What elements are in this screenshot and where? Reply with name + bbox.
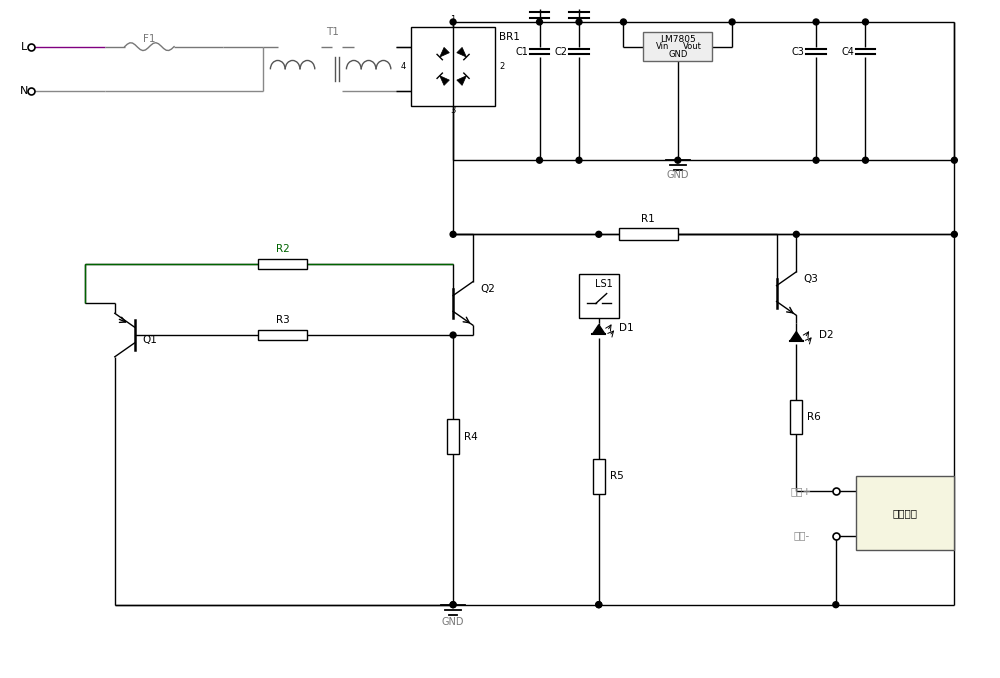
Circle shape bbox=[537, 19, 542, 25]
Text: C3: C3 bbox=[792, 47, 805, 56]
Circle shape bbox=[951, 231, 957, 237]
Circle shape bbox=[450, 602, 456, 607]
Circle shape bbox=[576, 157, 582, 163]
Text: Q2: Q2 bbox=[480, 283, 495, 294]
Text: N: N bbox=[20, 86, 28, 96]
Text: R6: R6 bbox=[807, 412, 821, 422]
Circle shape bbox=[833, 602, 839, 607]
Bar bbox=[643, 32, 712, 62]
Bar bbox=[856, 476, 954, 551]
Text: T1: T1 bbox=[326, 27, 339, 37]
Circle shape bbox=[537, 157, 542, 163]
Bar bbox=[579, 274, 619, 318]
Text: R5: R5 bbox=[610, 471, 623, 481]
Bar bbox=[593, 459, 605, 494]
Bar bbox=[619, 228, 678, 240]
Circle shape bbox=[576, 19, 582, 25]
Text: 1: 1 bbox=[450, 16, 456, 24]
Text: F1: F1 bbox=[143, 34, 156, 44]
Circle shape bbox=[450, 602, 456, 607]
Circle shape bbox=[596, 602, 602, 607]
Bar bbox=[411, 27, 495, 106]
Text: C1: C1 bbox=[515, 47, 528, 56]
Circle shape bbox=[862, 19, 868, 25]
Text: GND: GND bbox=[442, 618, 464, 627]
Text: 输出+: 输出+ bbox=[791, 486, 812, 496]
Bar bbox=[447, 420, 459, 454]
Polygon shape bbox=[440, 47, 449, 57]
Circle shape bbox=[450, 332, 456, 338]
Text: BR1: BR1 bbox=[499, 32, 520, 42]
Text: Q1: Q1 bbox=[142, 335, 157, 345]
Text: LS1: LS1 bbox=[595, 279, 613, 289]
Text: R3: R3 bbox=[276, 315, 290, 325]
Text: 输出-: 输出- bbox=[793, 531, 809, 540]
Text: D2: D2 bbox=[819, 330, 833, 340]
Text: R1: R1 bbox=[641, 214, 655, 224]
Text: 2: 2 bbox=[499, 62, 505, 71]
Polygon shape bbox=[440, 76, 449, 85]
Text: L: L bbox=[21, 41, 27, 52]
Circle shape bbox=[729, 19, 735, 25]
Bar bbox=[258, 258, 307, 269]
Text: C2: C2 bbox=[555, 47, 568, 56]
Circle shape bbox=[793, 231, 799, 237]
Circle shape bbox=[675, 157, 681, 163]
Polygon shape bbox=[457, 47, 466, 57]
Circle shape bbox=[596, 231, 602, 237]
Polygon shape bbox=[790, 332, 803, 341]
Text: R4: R4 bbox=[464, 432, 478, 442]
Polygon shape bbox=[592, 325, 605, 334]
Text: D1: D1 bbox=[619, 323, 634, 333]
Circle shape bbox=[862, 157, 868, 163]
Circle shape bbox=[450, 19, 456, 25]
Circle shape bbox=[621, 19, 626, 25]
Text: GND: GND bbox=[667, 170, 689, 180]
Text: LM7805: LM7805 bbox=[660, 35, 696, 44]
Bar bbox=[258, 330, 307, 340]
Text: Vout: Vout bbox=[683, 42, 702, 51]
Text: 锂电池组: 锂电池组 bbox=[892, 508, 917, 518]
Circle shape bbox=[813, 157, 819, 163]
Text: 4: 4 bbox=[401, 62, 406, 71]
Text: R2: R2 bbox=[276, 244, 290, 254]
Bar bbox=[790, 400, 802, 435]
Text: Q3: Q3 bbox=[804, 274, 819, 284]
Text: C4: C4 bbox=[841, 47, 854, 56]
Text: Vin: Vin bbox=[656, 42, 670, 51]
Circle shape bbox=[596, 602, 602, 607]
Circle shape bbox=[951, 157, 957, 163]
Circle shape bbox=[813, 19, 819, 25]
Text: GND: GND bbox=[668, 50, 687, 59]
Text: 3: 3 bbox=[450, 106, 456, 115]
Circle shape bbox=[450, 231, 456, 237]
Polygon shape bbox=[457, 76, 466, 85]
